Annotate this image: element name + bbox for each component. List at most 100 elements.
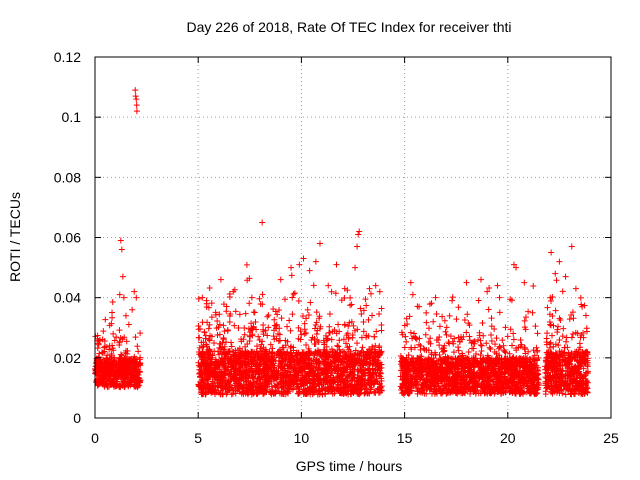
data-point	[244, 277, 251, 284]
data-point	[310, 282, 317, 289]
data-point	[504, 333, 511, 340]
data-point	[461, 363, 468, 370]
data-point	[408, 344, 415, 351]
data-point	[459, 350, 466, 357]
data-point	[464, 356, 471, 363]
data-point	[423, 319, 430, 326]
data-point	[367, 290, 374, 297]
data-point	[484, 374, 491, 381]
data-point	[100, 368, 107, 375]
data-point	[278, 364, 285, 371]
data-point	[324, 367, 331, 374]
data-point	[323, 350, 330, 357]
data-point	[516, 355, 523, 362]
data-point	[417, 382, 424, 389]
data-point	[96, 337, 103, 344]
data-point	[256, 366, 263, 373]
data-point	[203, 375, 210, 382]
data-point	[116, 342, 123, 349]
data-point	[195, 334, 202, 341]
data-point	[483, 340, 490, 347]
data-point	[345, 323, 352, 330]
data-point	[549, 332, 556, 339]
data-point	[342, 354, 349, 361]
data-point	[431, 375, 438, 382]
data-point	[276, 325, 283, 332]
data-point	[352, 357, 359, 364]
data-point	[405, 367, 412, 374]
data-point	[376, 384, 383, 391]
data-point	[275, 362, 282, 369]
data-point	[241, 353, 248, 360]
data-point	[501, 364, 508, 371]
data-point	[478, 373, 485, 380]
data-point	[254, 390, 261, 397]
data-point	[402, 388, 409, 395]
data-point	[344, 381, 351, 388]
data-point	[290, 379, 297, 386]
data-point	[349, 332, 356, 339]
data-point	[582, 312, 589, 319]
data-point	[310, 389, 317, 396]
data-point	[320, 370, 327, 377]
data-point	[347, 364, 354, 371]
data-point	[332, 290, 339, 297]
data-point	[199, 370, 206, 377]
data-point	[265, 312, 272, 319]
data-point	[201, 329, 208, 336]
data-point	[475, 336, 482, 343]
data-point	[270, 306, 277, 313]
data-point	[425, 339, 432, 346]
data-point	[502, 369, 509, 376]
data-point	[349, 352, 356, 359]
data-point	[369, 343, 376, 350]
data-point	[486, 285, 493, 292]
data-point	[580, 365, 587, 372]
data-point	[509, 388, 516, 395]
data-point	[427, 386, 434, 393]
data-point	[476, 332, 483, 339]
data-point	[427, 356, 434, 363]
data-point	[319, 358, 326, 365]
data-point	[366, 346, 373, 353]
data-point	[237, 361, 244, 368]
data-point	[208, 300, 215, 307]
data-point	[299, 366, 306, 373]
data-point	[235, 357, 242, 364]
data-point	[509, 380, 516, 387]
data-point	[357, 390, 364, 397]
data-point	[340, 390, 347, 397]
data-point	[102, 316, 109, 323]
data-point	[216, 344, 223, 351]
data-point	[311, 340, 318, 347]
data-point	[246, 332, 253, 339]
data-point	[230, 355, 237, 362]
data-point	[401, 344, 408, 351]
data-point	[369, 365, 376, 372]
data-point	[301, 320, 308, 327]
data-point	[101, 374, 108, 381]
data-point	[368, 350, 375, 357]
data-point	[246, 371, 253, 378]
data-point	[366, 390, 373, 397]
data-point	[444, 361, 451, 368]
data-point	[555, 342, 562, 349]
data-point	[544, 330, 551, 337]
data-point	[303, 315, 310, 322]
data-point	[268, 367, 275, 374]
data-point	[118, 356, 125, 363]
data-point	[244, 358, 251, 365]
data-point	[414, 365, 421, 372]
data-point	[103, 355, 110, 362]
data-point	[201, 360, 208, 367]
data-point	[259, 291, 266, 298]
data-point	[135, 366, 142, 373]
data-point	[277, 337, 284, 344]
data-point	[568, 311, 575, 318]
data-point	[449, 370, 456, 377]
data-point	[312, 379, 319, 386]
data-point	[345, 387, 352, 394]
data-point	[553, 277, 560, 284]
data-point	[305, 371, 312, 378]
data-point	[216, 321, 223, 328]
